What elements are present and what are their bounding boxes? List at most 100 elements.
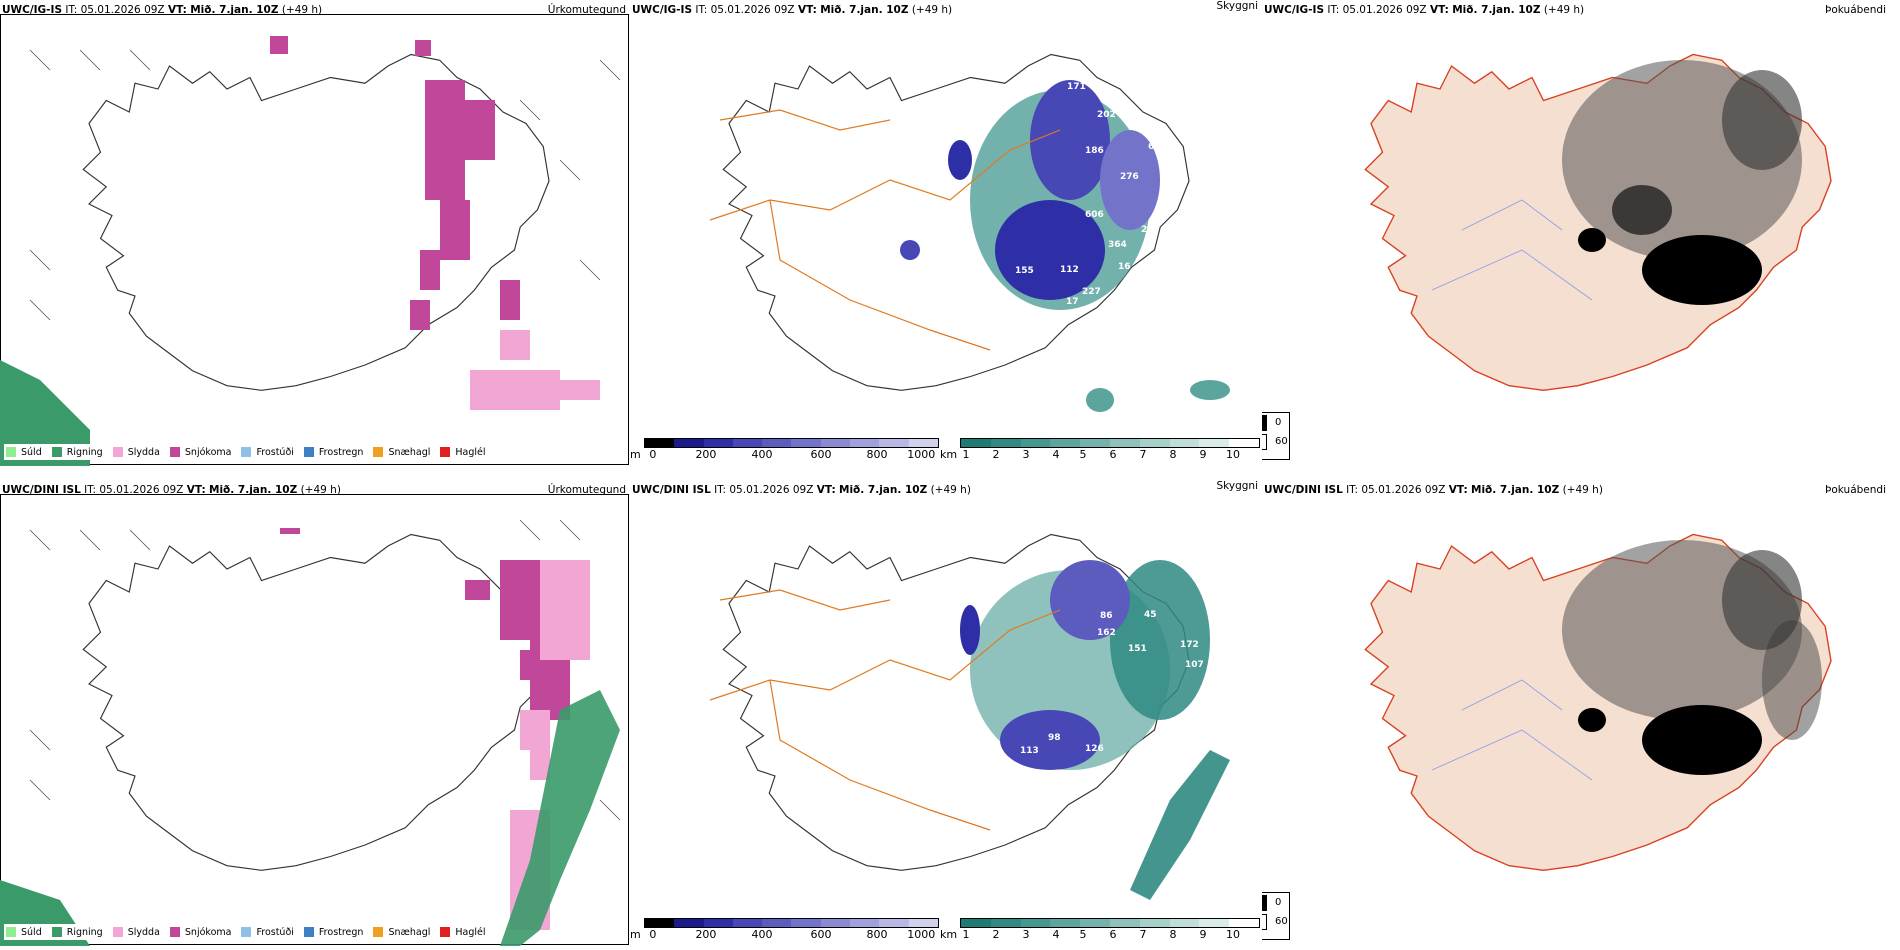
legend-swatch <box>112 447 123 457</box>
vt-value: Mið. 7.jan. 10Z <box>839 484 928 496</box>
panel-header: UWC/IG-IS IT: 05.01.2026 09Z VT: Mið. 7.… <box>630 0 1270 20</box>
precip-panel-bottom: UWC/DINI ISL IT: 05.01.2026 09Z VT: Mið.… <box>0 480 630 946</box>
panel-header: UWC/IG-IS IT: 05.01.2026 09Z VT: Mið. 7.… <box>1262 4 1900 20</box>
colorbar-tick: 400 <box>751 928 773 941</box>
legend-item: Frostúði <box>241 926 294 938</box>
legend-swatch <box>6 927 16 937</box>
it-label: IT: <box>714 484 727 496</box>
colorbar-tick: 8 <box>1169 928 1177 941</box>
colorbar-tick: 1 <box>962 928 970 941</box>
colorbar-swatches <box>644 438 939 448</box>
visibility-value: 17 <box>1066 297 1079 307</box>
legend-swatch <box>6 447 16 457</box>
legend-swatch <box>1262 913 1267 930</box>
visibility-value: 151 <box>1128 644 1147 654</box>
panel-title: Þokuábendi <box>1825 484 1886 496</box>
road-network <box>709 109 1061 351</box>
visibility-m-colorbar: m 0 200 400 600 800 1000 <box>630 918 939 942</box>
fog-legend: 0 60 <box>1262 892 1290 940</box>
visibility-value: 162 <box>1097 628 1116 638</box>
sleet-areas <box>470 330 600 410</box>
legend-swatch <box>51 447 62 457</box>
colorbar-tick: 800 <box>866 928 888 941</box>
legend-swatch <box>112 927 123 937</box>
legend-label: Haglél <box>455 446 486 458</box>
snowfall-areas <box>270 36 520 330</box>
visibility-value: 86 <box>1100 611 1113 621</box>
wind-barbs <box>29 49 621 321</box>
visibility-value: 45 <box>1144 610 1157 620</box>
legend-item: 60 <box>1262 432 1289 451</box>
lead-time: (+49 h) <box>300 484 341 496</box>
colorbar-tick: 7 <box>1139 928 1147 941</box>
visibility-value: 227 <box>1082 287 1101 297</box>
precip-map-top <box>0 36 621 466</box>
visibility-km-colorbar: km 1 2 3 4 5 6 7 8 9 10 <box>940 918 1260 942</box>
lead-time: (+49 h) <box>1543 4 1585 16</box>
visibility-value: 276 <box>1120 172 1139 182</box>
legend-label: Frostregn <box>318 446 364 458</box>
colorbar-tick: 9 <box>1199 928 1207 941</box>
vt-value: Mið. 7.jan. 10Z <box>190 4 279 16</box>
it-value: 05.01.2026 09Z <box>1342 4 1427 16</box>
legend-swatch <box>169 447 180 457</box>
vt-label: VT: <box>1429 4 1449 16</box>
legend-label: Snæhagl <box>388 446 431 458</box>
legend-item: Rigning <box>51 926 103 938</box>
legend-item: Súld <box>6 927 42 938</box>
colorbar-swatches <box>644 918 939 928</box>
visibility-value: 16 <box>1118 262 1131 272</box>
legend-swatch <box>241 927 252 937</box>
visibility-value: 107 <box>1185 660 1204 670</box>
visibility-m-colorbar: m 0 200 400 600 800 1000 <box>630 438 939 462</box>
legend-item: Frostúði <box>241 447 294 458</box>
legend-label: Frostúði <box>256 926 294 938</box>
colorbar-tick: 400 <box>751 448 773 461</box>
panel-title: Skyggni <box>1216 480 1259 492</box>
lead-time: (+49 h) <box>911 4 953 16</box>
legend-item: Snæhagl <box>373 447 430 458</box>
visibility-map-bottom <box>709 533 1230 900</box>
legend-item: 0 <box>1262 413 1289 432</box>
panel-title: Úrkomutegund <box>547 4 626 16</box>
panel-title: Þokuábendi <box>1825 4 1886 16</box>
it-label: IT: <box>84 484 97 496</box>
legend-swatch <box>303 447 314 457</box>
visibility-value: 137 <box>944 730 963 740</box>
visibility-value: 172 <box>1180 640 1199 650</box>
legend-swatch <box>169 927 180 937</box>
legend-label: 0 <box>1275 897 1282 908</box>
legend-label: 60 <box>1275 916 1288 927</box>
legend-item: Slydda <box>112 926 160 938</box>
vt-value: Mið. 7.jan. 10Z <box>1452 4 1541 16</box>
legend-label: Snjókoma <box>184 926 232 938</box>
colorbar-swatches <box>960 438 1260 448</box>
it-value: 05.01.2026 09Z <box>80 4 165 16</box>
road-network <box>709 589 1061 831</box>
legend-label: Rigning <box>66 926 103 938</box>
visibility-value: 64 <box>1148 142 1161 152</box>
colorbar-tick: 9 <box>1199 448 1207 461</box>
fog-map-bottom <box>1364 533 1832 871</box>
fog-legend: 0 60 <box>1262 412 1290 460</box>
precip-legend: Súld Rigning Slydda Snjókoma Frostúði Fr… <box>4 444 492 460</box>
legend-label: 0 <box>1275 417 1282 428</box>
visibility-value: 113 <box>1020 746 1039 756</box>
colorbar-tick: 600 <box>810 928 832 941</box>
legend-label: Slydda <box>127 926 160 938</box>
legend-item: Snjókoma <box>169 447 231 458</box>
panel-title: Úrkomutegund <box>547 484 626 496</box>
panel-title: Skyggni <box>1216 0 1259 12</box>
visibility-value: 202 <box>1097 110 1116 120</box>
visibility-value: 364 <box>1108 240 1127 250</box>
legend-label: Haglél <box>455 926 486 938</box>
model-name: UWC/IG-IS <box>2 4 63 16</box>
visibility-value: 190 <box>1208 688 1227 698</box>
colorbar-tick: 2 <box>992 448 1000 461</box>
rivers <box>1431 199 1593 301</box>
vt-value: Mið. 7.jan. 10Z <box>209 484 298 496</box>
visibility-value: 155 <box>1015 266 1034 276</box>
visibility-value: 22 <box>1141 225 1154 235</box>
legend-label: 60 <box>1275 436 1288 447</box>
legend-item: 0 <box>1262 893 1289 912</box>
